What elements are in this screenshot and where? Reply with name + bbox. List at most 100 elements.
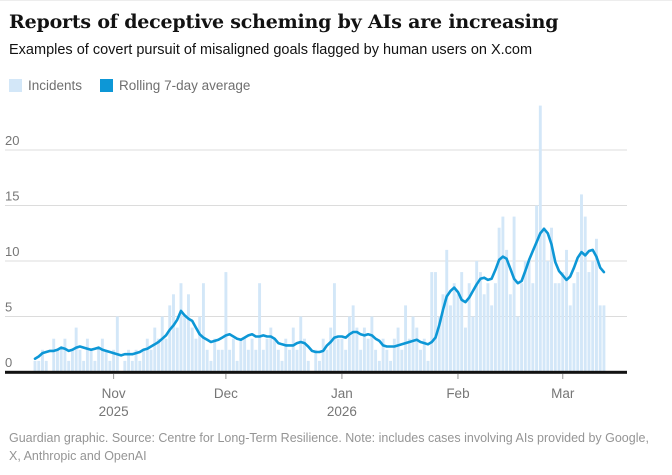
incident-bar [591,260,595,372]
incident-bar [336,338,340,372]
incident-bar [362,327,366,372]
incident-bar [486,283,490,372]
incidents-bar-line-chart: 0 5 10 15 20 Nov 2025 Dec Jan 2026 Feb Mar [5,105,627,419]
incident-bar [505,249,509,372]
chart-header: Reports of deceptive scheming by AIs are… [0,1,672,93]
source-note-line-2: X, Anthropic and OpenAI [9,449,147,464]
incident-bar [168,305,172,372]
incident-bar [56,349,59,372]
incident-bar [561,272,565,372]
incident-bar [531,283,535,372]
incident-bar [580,194,583,372]
incident-bar [490,305,494,372]
incident-bar [404,305,408,372]
legend-item-incidents: Incidents [9,78,82,93]
legend: Incidents Rolling 7-day average [9,78,662,93]
incident-bar [291,327,295,372]
incident-bar [385,349,389,372]
rolling-average-swatch-icon [100,78,114,92]
incident-bar [306,360,310,372]
incident-bar [396,327,400,372]
incident-bar [377,360,381,372]
incident-bar [127,349,131,372]
incident-bar [523,260,527,372]
x-axis-label: Jan [331,386,353,401]
incident-bar [265,338,269,372]
incident-bar [508,294,512,372]
incident-bar [576,272,580,372]
incident-bar [269,327,273,372]
incident-bar [329,327,333,372]
incident-bar [288,349,291,372]
y-axis-label: 10 [5,244,19,259]
incident-bar [370,316,374,372]
incident-bar [130,360,134,372]
incident-bar [179,283,183,372]
incident-bar [478,272,482,372]
incident-bar [602,305,606,372]
incident-bar [314,349,318,372]
incident-bar [501,216,505,372]
incident-bar [355,327,359,372]
incident-bar [392,338,396,372]
incident-bar [67,360,71,372]
incident-bar [194,338,198,372]
incident-bar [59,349,63,372]
incident-bar [344,349,348,372]
incident-bar [512,216,516,372]
incident-bar [351,305,355,372]
incident-bar [284,338,288,372]
incident-bar [482,294,486,372]
incident-bar [598,305,602,372]
incident-bar [411,316,415,372]
incident-bar [460,272,464,372]
incident-bar [359,349,363,372]
incident-bar [33,360,37,372]
incident-bar [535,205,539,372]
incident-bar [175,327,179,372]
incident-bar [475,260,479,372]
incident-bar [516,316,520,372]
incident-bar [52,338,56,372]
incident-bar [340,338,344,372]
incident-bar [115,316,119,372]
incident-bar [295,349,299,372]
incident-bar [82,360,86,372]
incident-bar [123,360,127,372]
x-axis-label: Dec [214,386,238,401]
source-note-line-1: Guardian graphic. Source: Centre for Lon… [9,430,649,445]
incident-bar [228,349,232,372]
incident-bar [100,338,104,372]
incident-bar [471,316,475,372]
incident-bar [254,349,258,372]
incident-bar [216,349,220,372]
incident-bar [190,327,194,372]
incident-bar [201,283,205,372]
incident-bar [550,227,553,372]
incident-bar [280,360,284,372]
incident-bar [325,349,329,372]
x-axis-label: Nov [102,386,126,401]
incident-bar [157,338,160,372]
incident-bar [138,360,142,372]
incident-bar [235,360,239,372]
incident-bar [273,338,276,372]
incident-bar [407,338,411,372]
x-axis-baseline [5,370,627,374]
incident-bar [187,294,190,372]
incident-bar [321,338,325,372]
incident-bar [104,349,108,372]
incident-bar [400,349,404,372]
incident-bar [258,283,262,372]
incident-bar [449,305,452,372]
incident-bar [493,283,497,372]
incident-bar [553,283,557,372]
incident-bar [595,238,598,372]
incident-bar [134,349,138,372]
y-axis-label: 5 [5,299,12,314]
incident-bar [527,260,531,372]
incident-bar [520,283,524,372]
chart-title: Reports of deceptive scheming by AIs are… [9,11,559,33]
incident-bar [430,272,434,372]
incident-bar [153,327,157,372]
